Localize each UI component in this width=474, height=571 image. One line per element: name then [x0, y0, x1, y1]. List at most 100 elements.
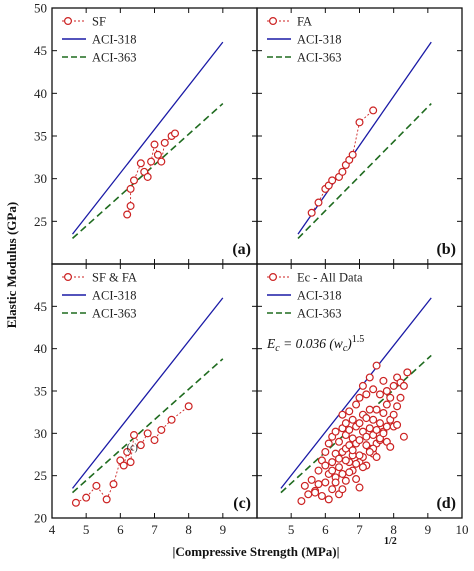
data-point — [382, 400, 391, 409]
legend: FA ACI-318 ACI-363 — [267, 15, 341, 65]
data-point — [341, 419, 350, 428]
data-point — [307, 475, 316, 484]
y-tick-label: 40 — [34, 86, 47, 101]
data-point — [355, 419, 364, 428]
data-point — [317, 491, 326, 500]
y-tick-label: 35 — [34, 384, 47, 399]
data-point — [352, 475, 361, 484]
equation-lhs: E — [266, 336, 276, 351]
data-point — [123, 210, 132, 219]
data-point — [335, 454, 344, 463]
data-point — [365, 373, 374, 382]
data-point — [307, 208, 316, 217]
data-point — [345, 407, 354, 416]
data-point — [123, 447, 132, 456]
data-point — [328, 466, 337, 475]
data-point — [352, 459, 361, 468]
data-point — [335, 437, 344, 446]
x-tick-label: 6 — [117, 522, 124, 537]
panel-label: (d) — [436, 495, 456, 512]
data-point — [345, 468, 354, 477]
data-point — [311, 488, 320, 497]
data-point — [297, 497, 306, 506]
legend-label: ACI-318 — [92, 33, 136, 47]
data-point — [379, 429, 388, 438]
data-point — [362, 390, 371, 399]
panel-label: (b) — [436, 241, 456, 258]
legend-label: ACI-318 — [297, 33, 341, 47]
data-point — [348, 446, 357, 455]
x-axis-title-text: |Compressive Strength (MPa)| — [172, 544, 339, 559]
data-point — [365, 447, 374, 456]
data-point — [150, 140, 159, 149]
data-point — [393, 402, 402, 411]
data-series-line — [311, 110, 374, 214]
y-axis-title: Elastic Modulus (GPa) — [4, 202, 19, 328]
data-point — [355, 118, 364, 127]
data-point — [376, 390, 385, 399]
panel-a: 25 30 35 40 45 50 SF ACI-318 ACI-363 (a) — [34, 1, 258, 265]
data-point — [376, 419, 385, 428]
data-point — [130, 176, 139, 185]
data-point — [362, 414, 371, 423]
data-point — [143, 429, 152, 438]
y-tick-label: 45 — [34, 299, 47, 314]
data-point — [352, 400, 361, 409]
data-point — [372, 453, 381, 462]
data-point — [324, 495, 333, 504]
plot-frame — [256, 7, 463, 265]
point-annotation: (c) — [127, 442, 138, 453]
equation-close: ) — [346, 336, 352, 351]
data-point — [369, 385, 378, 394]
x-tick-label: 6 — [322, 522, 329, 537]
legend-label: ACI-318 — [297, 289, 341, 303]
aci-363-line — [71, 358, 224, 494]
data-point — [321, 461, 330, 470]
x-tick-label: 7 — [356, 522, 363, 537]
panel-label: (c) — [233, 495, 251, 512]
equation-lhs-sub: c — [275, 343, 280, 354]
y-tick-label: 40 — [34, 341, 47, 356]
data-point — [355, 436, 364, 445]
data-point — [355, 393, 364, 402]
data-point — [372, 425, 381, 434]
x-axis-title: |Compressive Strength (MPa)| — [172, 544, 339, 559]
panel-b: FA ACI-318 ACI-363 (b) — [256, 7, 463, 265]
data-point — [382, 387, 391, 396]
data-point — [338, 485, 347, 494]
legend-label: SF & FA — [92, 271, 137, 285]
data-point — [389, 410, 398, 419]
y-tick-label: 25 — [34, 214, 47, 229]
x-tick-label: 8 — [185, 522, 192, 537]
data-point — [102, 495, 111, 504]
data-point — [365, 424, 374, 433]
data-point — [71, 498, 80, 507]
panel-label: (a) — [232, 241, 251, 258]
legend: Ec - All Data ACI-318 ACI-363 — [267, 271, 363, 321]
data-point — [362, 432, 371, 441]
data-point — [92, 481, 101, 490]
x-tick-label: 9 — [220, 522, 227, 537]
data-point — [126, 201, 135, 210]
data-series-line — [75, 405, 189, 504]
data-point — [157, 425, 166, 434]
legend-marker — [269, 17, 278, 26]
legend-label: Ec - All Data — [297, 271, 363, 285]
data-point — [403, 368, 412, 377]
data-point — [396, 393, 405, 402]
data-point — [143, 172, 152, 181]
data-point — [167, 415, 176, 424]
data-point — [386, 393, 395, 402]
equation-rhs: = 0.036 (w — [280, 336, 343, 351]
data-point — [328, 176, 337, 185]
equation-exp: 1.5 — [352, 334, 365, 345]
data-point — [321, 447, 330, 456]
data-point — [184, 402, 193, 411]
data-point — [136, 159, 145, 168]
legend: SF ACI-318 ACI-363 — [62, 15, 136, 65]
y-tick-label: 20 — [34, 511, 47, 526]
data-point — [372, 405, 381, 414]
data-point — [358, 463, 367, 472]
